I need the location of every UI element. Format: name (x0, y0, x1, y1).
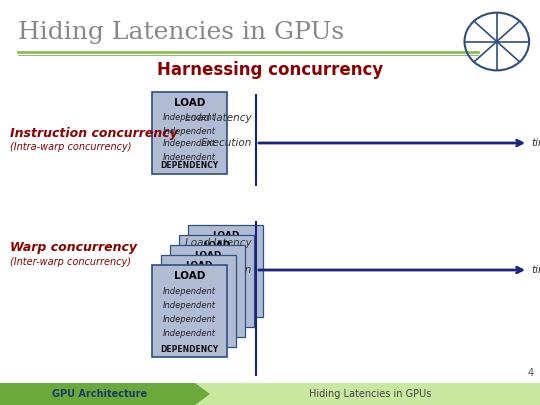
Text: time: time (531, 138, 540, 148)
Text: Independent: Independent (163, 139, 216, 149)
Text: DEPENDENCY: DEPENDENCY (160, 345, 219, 354)
Text: Load latency: Load latency (185, 113, 252, 123)
Text: Independent: Independent (163, 126, 216, 136)
Text: (Intra-warp concurrency): (Intra-warp concurrency) (10, 142, 132, 152)
Text: Independent: Independent (163, 328, 216, 337)
Text: LOAD: LOAD (174, 98, 205, 108)
Bar (188, 225, 263, 317)
Bar (161, 255, 236, 347)
Text: LOAD: LOAD (185, 262, 212, 271)
Text: LOAD: LOAD (203, 241, 230, 251)
Text: LOAD: LOAD (194, 252, 221, 260)
Text: Hiding Latencies in GPUs: Hiding Latencies in GPUs (309, 389, 431, 399)
Text: Harnessing concurrency: Harnessing concurrency (157, 61, 383, 79)
Text: Independent: Independent (163, 301, 216, 309)
Text: Independent: Independent (163, 153, 216, 162)
Polygon shape (0, 383, 210, 405)
Text: Independent: Independent (163, 113, 216, 122)
Text: (Inter-warp concurrency): (Inter-warp concurrency) (10, 257, 131, 267)
Polygon shape (192, 383, 540, 405)
Text: Execution: Execution (201, 265, 252, 275)
Bar (170, 245, 245, 337)
Text: Hiding Latencies in GPUs: Hiding Latencies in GPUs (18, 21, 344, 43)
Text: Warp concurrency: Warp concurrency (10, 241, 137, 254)
Bar (152, 92, 227, 174)
Text: time: time (531, 265, 540, 275)
Text: 4: 4 (528, 368, 534, 378)
Text: DEPENDENCY: DEPENDENCY (160, 162, 219, 171)
Bar (152, 265, 227, 357)
Text: Instruction concurrency: Instruction concurrency (10, 126, 178, 139)
Text: Load latency: Load latency (185, 238, 252, 248)
Text: Independent: Independent (163, 286, 216, 296)
Text: Independent: Independent (163, 315, 216, 324)
Bar (179, 235, 254, 327)
Text: Execution: Execution (201, 138, 252, 148)
Text: LOAD: LOAD (174, 271, 205, 281)
Text: LOAD: LOAD (212, 232, 239, 241)
Text: GPU Architecture: GPU Architecture (52, 389, 147, 399)
